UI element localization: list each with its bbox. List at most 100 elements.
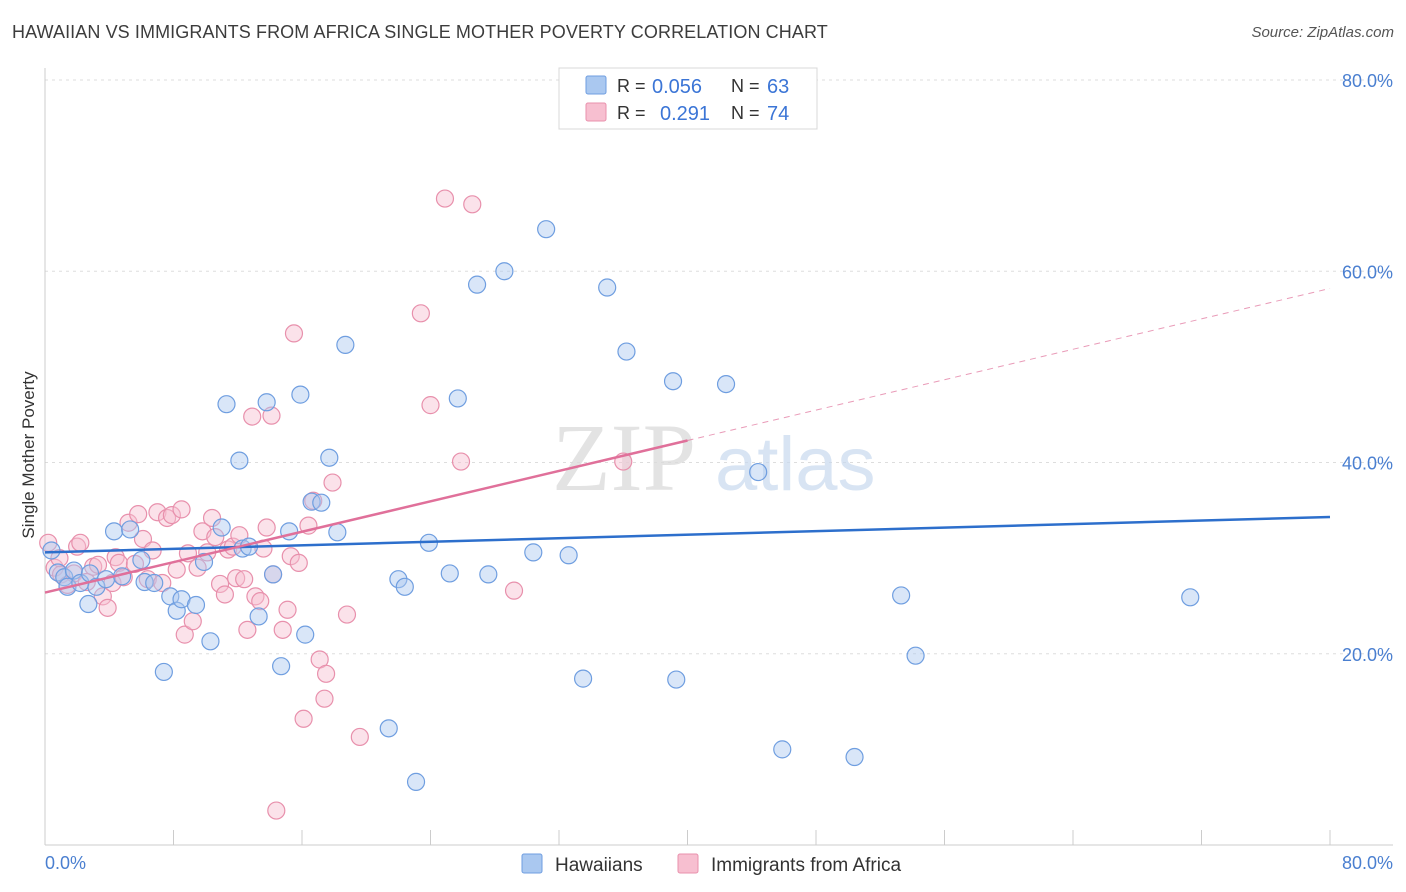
hawaiians-point-38 — [336, 335, 355, 354]
x-tick-label-max: 80.0% — [1342, 853, 1393, 873]
hawaiians-point-40 — [379, 719, 398, 738]
immigrants-from-africa-point-63 — [323, 473, 342, 492]
immigrants-from-africa-point-55 — [284, 324, 304, 343]
y-tick-label-3: 20.0% — [1342, 645, 1393, 665]
y-tick-labels: 80.0% 60.0% 40.0% 20.0% — [1342, 71, 1393, 665]
hawaiians-point-52 — [559, 546, 578, 565]
legend-swatch-hawaiians — [585, 75, 607, 95]
hawaiians-point-58 — [716, 374, 736, 394]
hawaiians-point-61 — [845, 747, 864, 767]
hawaiians-point-39 — [328, 523, 347, 542]
immigrants-from-africa-point-27 — [172, 500, 191, 519]
hawaiians-point-33 — [291, 385, 310, 404]
series-immigrants-from-africa — [39, 189, 633, 820]
immigrants-from-africa-point-70 — [463, 195, 482, 214]
legend-n-value-1: 74 — [767, 103, 789, 125]
hawaiians-point-18 — [167, 601, 186, 620]
hawaiians-point-23 — [212, 518, 231, 537]
immigrants-from-africa-point-6 — [71, 533, 90, 552]
immigrants-from-africa-point-67 — [421, 396, 440, 415]
hawaiians-point-46 — [448, 389, 467, 408]
trend-lines — [44, 287, 1331, 594]
immigrants-from-africa-point-35 — [206, 527, 225, 547]
legend-n-value-0: 63 — [767, 76, 789, 98]
x-tick-labels: 0.0% 80.0% — [45, 853, 1393, 873]
watermark-zip: ZIP — [552, 404, 696, 511]
series-legend: Hawaiians Immigrants from Africa — [521, 853, 901, 876]
immigrants-from-africa-point-36 — [210, 574, 230, 594]
hawaiians-point-28 — [249, 607, 268, 626]
legend-r-label-0: R = — [617, 76, 646, 96]
hawaiians-point-37 — [320, 448, 339, 467]
immigrants-from-africa-point-13 — [106, 548, 125, 567]
gridlines — [45, 79, 1393, 655]
immigrants-from-africa-point-18 — [129, 505, 148, 524]
legend-r-value-1: 0.291 — [660, 103, 710, 125]
hawaiians-point-64 — [1181, 588, 1200, 607]
hawaiians-point-29 — [257, 393, 276, 412]
hawaiians-point-63 — [906, 646, 925, 665]
hawaiians-point-22 — [201, 632, 220, 651]
hawaiians-point-57 — [667, 670, 686, 689]
hawaiians-point-43 — [406, 772, 426, 791]
hawaiians-point-20 — [186, 595, 206, 615]
axes — [44, 68, 1393, 846]
hawaiians-point-59 — [749, 462, 768, 482]
legend-n-label-0: N = — [731, 76, 760, 96]
legend-r-value-0: 0.056 — [652, 76, 702, 98]
immigrants-from-africa-point-48 — [257, 518, 276, 537]
hawaiians-point-60 — [773, 740, 792, 759]
hawaiians-point-13 — [132, 550, 151, 570]
immigrants-from-africa-point-44 — [243, 407, 262, 426]
hawaiians-point-54 — [598, 278, 617, 297]
hawaiians-point-10 — [104, 522, 124, 541]
hawaiians-point-14 — [135, 572, 154, 592]
x-tick-label-min: 0.0% — [45, 853, 86, 873]
hawaiians-point-25 — [230, 451, 249, 470]
immigrants-from-africa-point-57 — [294, 709, 313, 728]
hawaiians-point-55 — [617, 342, 636, 361]
immigrants-from-africa-point-11 — [98, 598, 117, 617]
hawaiians-point-16 — [154, 662, 173, 682]
hawaiians-point-24 — [217, 395, 236, 414]
immigrants-from-africa-point-10 — [93, 587, 112, 606]
y-tick-label-1: 60.0% — [1342, 262, 1393, 282]
chart-title: HAWAIIAN VS IMMIGRANTS FROM AFRICA SINGL… — [12, 22, 828, 42]
immigrants-from-africa-point-56 — [289, 553, 308, 573]
immigrants-from-africa-point-42 — [235, 570, 254, 589]
legend-swatch-immigrants — [585, 102, 607, 122]
hawaiians-point-34 — [296, 625, 315, 644]
immigrants-from-africa-point-51 — [267, 801, 286, 820]
immigrants-from-africa-point-30 — [183, 612, 202, 631]
hawaiians-point-49 — [495, 262, 514, 281]
hawaiians-point-45 — [440, 564, 459, 583]
legend-r-label-1: R = — [617, 103, 646, 123]
hawaiians-point-31 — [272, 657, 291, 676]
hawaiians-point-0 — [42, 541, 61, 560]
hawaiians-point-2 — [55, 568, 74, 587]
hawaiians-point-15 — [145, 573, 164, 593]
hawaiians-point-50 — [524, 543, 543, 562]
series-hawaiians — [42, 220, 1200, 791]
y-tick-label-2: 40.0% — [1342, 454, 1393, 474]
watermark: ZIP atlas — [552, 404, 876, 511]
immigrants-from-africa-point-61 — [315, 689, 334, 708]
series-legend-hawaiians: Hawaiians — [555, 855, 643, 876]
immigrants-trend-line-extension — [687, 287, 1331, 441]
hawaiians-point-35 — [302, 492, 321, 511]
y-tick-label-0: 80.0% — [1342, 71, 1393, 91]
series-legend-swatch-immigrants — [677, 853, 699, 874]
series-legend-immigrants-from-africa: Immigrants from Africa — [711, 855, 901, 876]
hawaiians-trend-line — [44, 515, 1331, 554]
immigrants-from-africa-point-69 — [451, 452, 471, 471]
hawaiians-point-21 — [194, 552, 214, 572]
correlation-legend: R = 0.056 N = 63 R = 0.291 N = 74 — [558, 67, 818, 130]
immigrants-from-africa-point-71 — [504, 581, 524, 600]
immigrants-from-africa-point-46 — [251, 592, 270, 611]
hawaiians-point-30 — [263, 565, 283, 584]
immigrants-from-africa-point-52 — [273, 620, 292, 639]
watermark-atlas: atlas — [715, 422, 876, 507]
immigrants-from-africa-point-53 — [278, 600, 297, 619]
hawaiians-point-53 — [573, 669, 593, 688]
